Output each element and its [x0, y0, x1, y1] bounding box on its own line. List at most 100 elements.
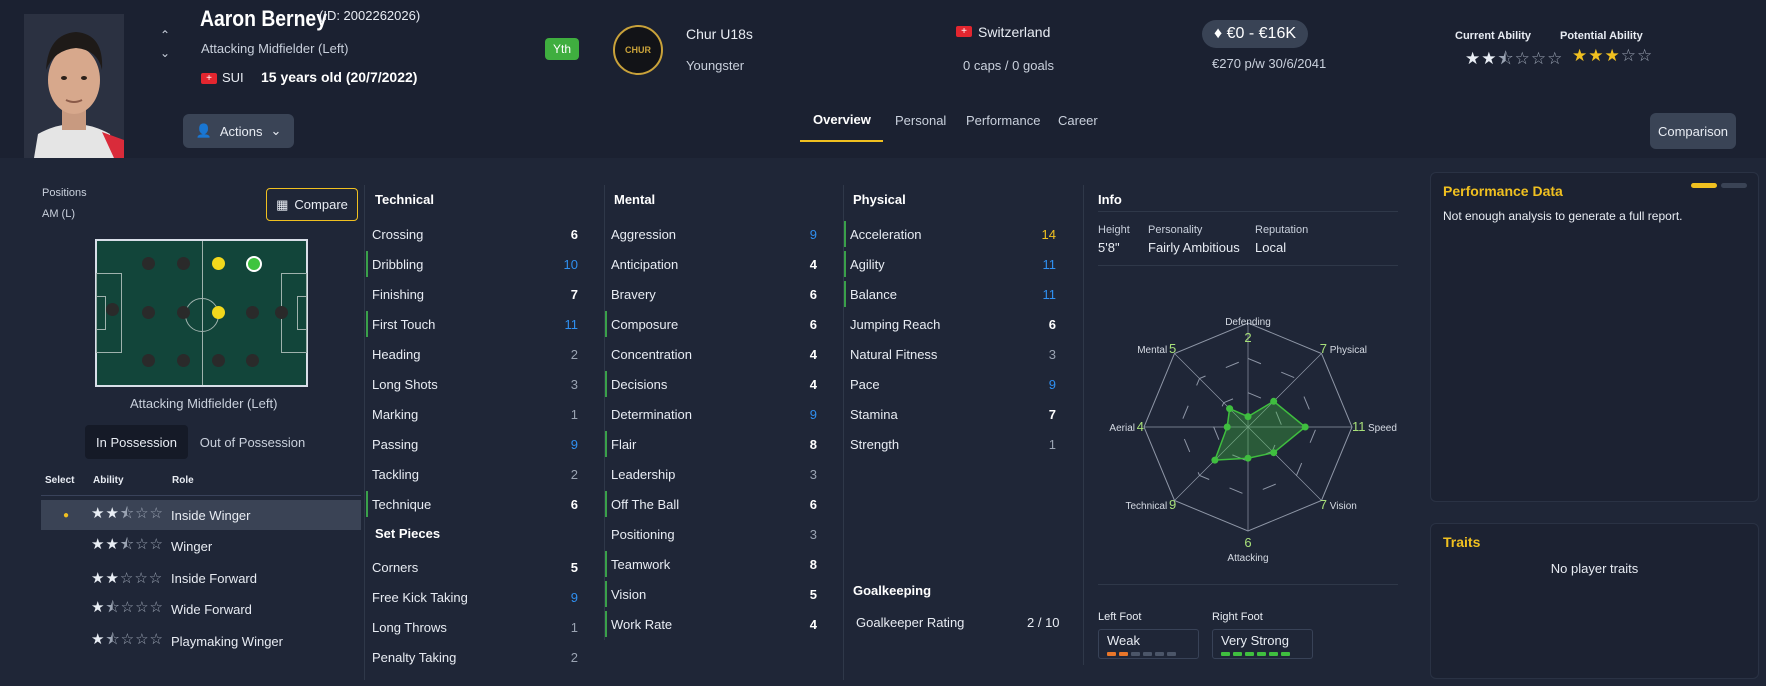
- attribute-value: 9: [570, 589, 578, 605]
- attribute-row[interactable]: Concentration 4: [611, 341, 817, 367]
- tab-personal[interactable]: Personal: [895, 113, 947, 128]
- attribute-name: Anticipation: [611, 256, 679, 272]
- attribute-row[interactable]: Free Kick Taking 9: [372, 584, 578, 610]
- foot-bar-segment: [1143, 652, 1152, 656]
- goalkeeper-rating-label: Goalkeeper Rating: [856, 615, 965, 630]
- comparison-button[interactable]: Comparison: [1650, 113, 1736, 149]
- left-foot-strength-bar: [1107, 652, 1190, 656]
- attribute-row[interactable]: Penalty Taking 2: [372, 644, 578, 670]
- role-row[interactable]: ★⯪☆☆☆ Playmaking Winger: [41, 626, 361, 656]
- attribute-row[interactable]: Bravery 6: [611, 281, 817, 307]
- tab-career[interactable]: Career: [1058, 113, 1098, 128]
- attribute-value: 3: [1048, 346, 1056, 362]
- role-row[interactable]: ★★⯪☆☆ Winger: [41, 531, 361, 561]
- role-name: Inside Winger: [171, 507, 251, 523]
- out-of-possession-toggle[interactable]: Out of Possession: [199, 434, 306, 450]
- foot-bar-segment: [1131, 652, 1140, 656]
- radar-value: 9: [1169, 497, 1176, 512]
- attribute-row[interactable]: Balance 11: [844, 281, 1056, 307]
- attribute-row[interactable]: Marking 1: [372, 401, 578, 427]
- foot-bar-segment: [1107, 652, 1116, 656]
- attribute-row[interactable]: Tackling 2: [372, 461, 578, 487]
- attribute-row[interactable]: Long Shots 3: [372, 371, 578, 397]
- attribute-name: Work Rate: [611, 616, 673, 632]
- attribute-value: 5: [809, 586, 817, 602]
- attribute-row[interactable]: Finishing 7: [372, 281, 578, 307]
- attribute-row[interactable]: Anticipation 4: [611, 251, 817, 277]
- club-name[interactable]: Chur U18s: [686, 26, 753, 42]
- attribute-row[interactable]: Corners 5: [372, 554, 578, 580]
- attribute-name: Stamina: [850, 406, 898, 422]
- position-dot: [212, 306, 225, 319]
- traits-panel: Traits No player traits: [1430, 523, 1759, 679]
- squad-status: Youngster: [686, 58, 745, 73]
- club-logo[interactable]: CHUR: [613, 25, 663, 75]
- attribute-row[interactable]: Work Rate 4: [605, 611, 817, 637]
- attribute-row[interactable]: Leadership 3: [611, 461, 817, 487]
- attribute-row[interactable]: Jumping Reach 6: [850, 311, 1056, 337]
- attribute-row[interactable]: Natural Fitness 3: [850, 341, 1056, 367]
- attribute-row[interactable]: Positioning 3: [611, 521, 817, 547]
- traits-text: No player traits: [1550, 561, 1639, 576]
- attribute-row[interactable]: Composure 6: [605, 311, 817, 337]
- attribute-value: 6: [570, 226, 578, 242]
- attribute-row[interactable]: Off The Ball 6: [605, 491, 817, 517]
- tab-performance[interactable]: Performance: [966, 113, 1041, 128]
- radar-axis-label: Technical: [1126, 501, 1168, 512]
- role-row[interactable]: ★★☆☆☆ Inside Forward: [41, 563, 361, 593]
- attribute-row[interactable]: Passing 9: [372, 431, 578, 457]
- performance-pager[interactable]: [1691, 183, 1747, 188]
- compare-button[interactable]: ▦ Compare: [266, 188, 358, 221]
- attribute-row[interactable]: Flair 8: [605, 431, 817, 457]
- attribute-row[interactable]: Pace 9: [850, 371, 1056, 397]
- attribute-name: Acceleration: [850, 226, 922, 242]
- role-row[interactable]: ● ★★⯪☆☆ Inside Winger: [41, 500, 361, 530]
- next-player-button[interactable]: ⌄: [160, 46, 171, 60]
- attribute-value: 2: [570, 466, 578, 482]
- compare-icon: ▦: [276, 196, 289, 212]
- position-dot: [177, 354, 190, 367]
- tab-overview[interactable]: Overview: [813, 112, 871, 127]
- actions-button[interactable]: 👤 Actions ⌄: [183, 114, 294, 148]
- position-dot: [177, 306, 190, 319]
- attribute-row[interactable]: Long Throws 1: [372, 614, 578, 640]
- attribute-row[interactable]: Vision 5: [605, 581, 817, 607]
- attribute-row[interactable]: Technique 6: [366, 491, 578, 517]
- in-possession-toggle[interactable]: In Possession: [85, 425, 188, 459]
- radar-point: [1244, 454, 1252, 462]
- attribute-name: Aggression: [611, 226, 677, 242]
- attribute-name: Marking: [372, 406, 419, 422]
- attribute-row[interactable]: Teamwork 8: [605, 551, 817, 577]
- attribute-row[interactable]: Determination 9: [611, 401, 817, 427]
- attribute-value: 5: [570, 559, 578, 575]
- roles-header-role: Role: [172, 475, 194, 486]
- attribute-name: Penalty Taking: [372, 649, 457, 665]
- foot-bar-segment: [1233, 652, 1242, 656]
- player-header: ⌃ ⌄ Aaron Berney (ID: 2002262026) Attack…: [0, 0, 1766, 158]
- position-dot: [212, 354, 225, 367]
- attribute-value: 6: [809, 316, 817, 332]
- radar-axis-label: Physical: [1330, 345, 1367, 356]
- attribute-name: Positioning: [611, 526, 675, 542]
- attribute-name: Teamwork: [611, 556, 671, 572]
- attribute-row[interactable]: First Touch 11: [366, 311, 578, 337]
- attribute-row[interactable]: Strength 1: [850, 431, 1056, 457]
- position-dot: [246, 306, 259, 319]
- radar-point: [1270, 449, 1278, 457]
- chevron-down-icon: ⌄: [270, 123, 282, 138]
- attribute-row[interactable]: Agility 11: [844, 251, 1056, 277]
- value-range: €0 - €16K: [1226, 25, 1297, 42]
- previous-player-button[interactable]: ⌃: [160, 28, 171, 42]
- attribute-row[interactable]: Stamina 7: [850, 401, 1056, 427]
- attribute-row[interactable]: Acceleration 14: [844, 221, 1056, 247]
- attribute-row[interactable]: Crossing 6: [372, 221, 578, 247]
- country-name[interactable]: Switzerland: [978, 24, 1051, 40]
- attribute-row[interactable]: Heading 2: [372, 341, 578, 367]
- attribute-row[interactable]: Aggression 9: [611, 221, 817, 247]
- attribute-row[interactable]: Dribbling 10: [366, 251, 578, 277]
- foot-bar-segment: [1245, 652, 1254, 656]
- role-row[interactable]: ★⯪☆☆☆ Wide Forward: [41, 594, 361, 624]
- attribute-row[interactable]: Decisions 4: [605, 371, 817, 397]
- attribute-name: Finishing: [372, 286, 425, 302]
